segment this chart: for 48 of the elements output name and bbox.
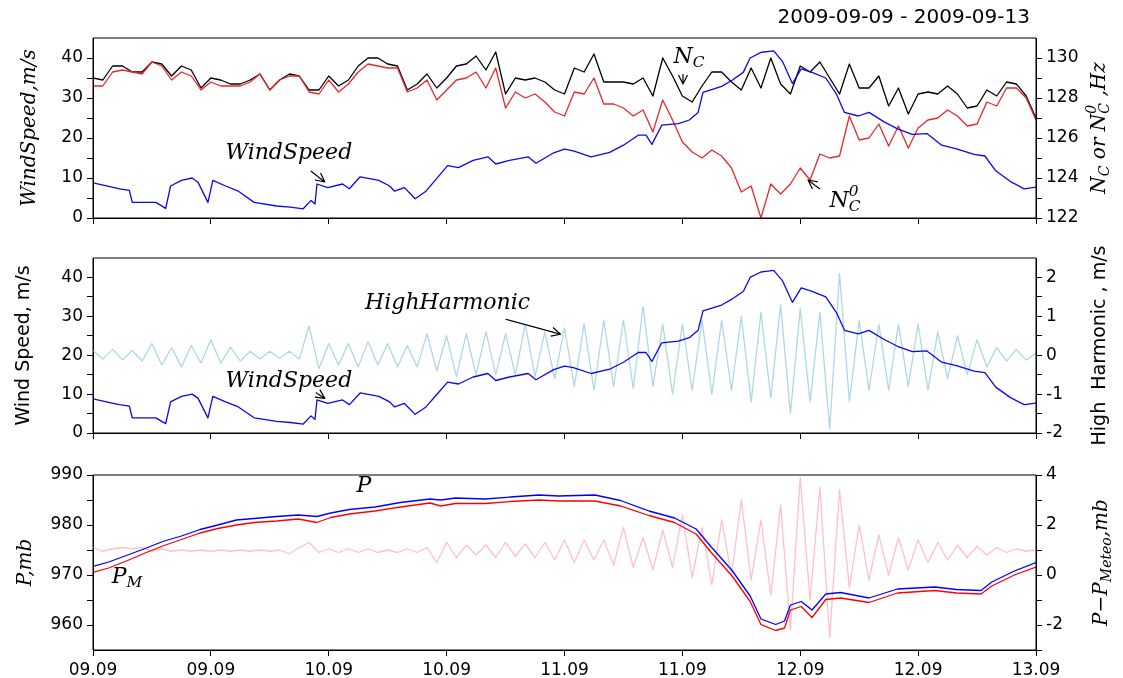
y-tick-label: 20 xyxy=(61,343,83,364)
y-tick-label: 10 xyxy=(61,166,83,187)
y-tick-label: 30 xyxy=(61,304,83,325)
y2-tick-label: -2 xyxy=(1046,613,1063,634)
x-tick-label: 13.09 xyxy=(1011,658,1061,678)
y2-tick-label: 4 xyxy=(1046,463,1057,484)
annotation: WindSpeed xyxy=(225,367,353,393)
y-tick-label: 960 xyxy=(50,613,83,634)
x-tick-label: 09.09 xyxy=(186,658,236,678)
y-tick-label: 20 xyxy=(61,126,83,147)
y-tick-label: 40 xyxy=(61,265,83,286)
y2-axis-title: P−PMeteo,mb xyxy=(1088,499,1114,627)
x-tick-label: 11.09 xyxy=(658,658,707,678)
y2-tick-label: 0 xyxy=(1046,343,1057,364)
y-axis-title: Wind Speed, m/s xyxy=(10,265,33,426)
y2-tick-label: 124 xyxy=(1046,166,1079,187)
y-tick-label: 0 xyxy=(72,206,83,227)
y2-tick-label: 0 xyxy=(1046,563,1057,584)
y-tick-label: 40 xyxy=(61,46,83,67)
annotation: HighHarmonic xyxy=(364,288,531,314)
y2-axis-title: High Harmonic , m/s xyxy=(1086,245,1109,446)
y2-tick-label: 128 xyxy=(1046,86,1079,107)
y2-tick-label: 122 xyxy=(1046,206,1079,227)
y2-tick-label: 2 xyxy=(1046,265,1057,286)
y-tick-label: 980 xyxy=(50,513,83,534)
y-tick-label: 970 xyxy=(50,563,83,584)
annotation: P xyxy=(355,471,373,497)
y-tick-label: 0 xyxy=(72,421,83,442)
x-tick-label: 09.09 xyxy=(68,658,118,678)
y-axis-title: WindSpeed,m/s xyxy=(16,49,41,207)
x-tick-label: 12.09 xyxy=(775,658,825,678)
chart-title: 2009-09-09 - 2009-09-13 xyxy=(777,4,1030,29)
y2-tick-label: 1 xyxy=(1046,304,1057,325)
y2-tick-label: 2 xyxy=(1046,513,1057,534)
y2-axis-title: NC or NC0 ,Hz xyxy=(1082,61,1112,195)
y-axis-title: P,mb xyxy=(12,538,37,588)
x-tick-label: 10.09 xyxy=(304,658,354,678)
x-tick-label: 10.09 xyxy=(422,658,471,678)
x-tick-label: 11.09 xyxy=(540,658,589,678)
y-tick-label: 990 xyxy=(50,463,83,484)
y2-tick-label: -1 xyxy=(1046,382,1063,403)
y-tick-label: 10 xyxy=(61,382,83,403)
x-tick-label: 12.09 xyxy=(893,658,943,678)
y2-tick-label: 130 xyxy=(1046,46,1079,67)
annotation: WindSpeed xyxy=(225,138,353,164)
y2-tick-label: -2 xyxy=(1046,421,1063,442)
y-tick-label: 30 xyxy=(61,86,83,107)
y2-tick-label: 126 xyxy=(1046,126,1079,147)
